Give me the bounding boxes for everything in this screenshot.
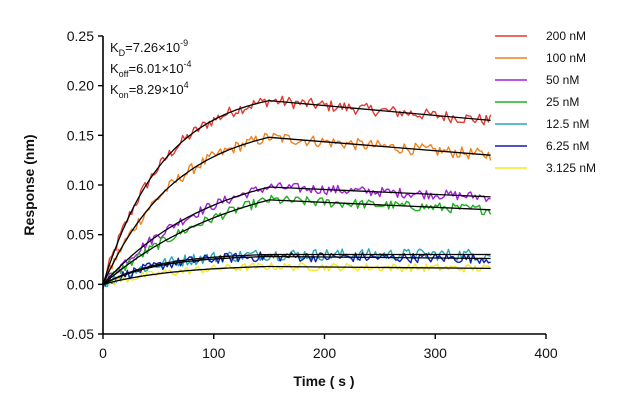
y-tick-label: 0.00 <box>67 276 94 292</box>
legend-label: 6.25 nM <box>546 139 589 153</box>
axes: -0.05 0.00 0.05 0.10 0.15 0.20 0.25 0 100 200 300 4… <box>62 28 558 361</box>
y-tick-label: 0.20 <box>67 78 94 94</box>
x-tick-label: 400 <box>534 345 558 361</box>
fit-curve-12_5-nM <box>102 253 491 285</box>
x-tick-label: 100 <box>202 345 226 361</box>
fit-curve-50-nM <box>102 186 491 285</box>
fit-curve-6_25-nM <box>102 255 491 285</box>
annotation-text: Koff=6.01×10-4 <box>110 59 191 79</box>
legend-label: 50 nM <box>546 73 579 87</box>
legend-label: 12.5 nM <box>546 117 589 131</box>
x-tick-label: 200 <box>313 345 337 361</box>
fit-curve-3_125-nM <box>102 265 491 285</box>
plot-area <box>102 95 492 290</box>
y-tick-label: -0.05 <box>62 326 94 342</box>
fit-curve-200-nM <box>102 99 491 285</box>
fit-curve-25-nM <box>102 199 491 285</box>
legend: 200 nM 100 nM 50 nM 25 nM 12.5 nM 6.25 nM 3.12… <box>495 29 596 175</box>
y-tick-label: 0.10 <box>67 177 94 193</box>
x-tick-label: 300 <box>424 345 448 361</box>
annotation-text: Kon=8.29×104 <box>110 80 189 100</box>
legend-label: 3.125 nM <box>546 161 596 175</box>
legend-label: 200 nM <box>546 29 586 43</box>
legend-label: 100 nM <box>546 51 586 65</box>
x-tick-label: 0 <box>99 345 107 361</box>
annotation-text: KD=7.26×10-9 <box>110 38 188 58</box>
series-line-25-nM <box>102 194 492 286</box>
y-axis-title: Response (nm) <box>21 134 37 235</box>
series-line-50-nM <box>102 182 491 290</box>
series-line-100-nM <box>102 132 492 288</box>
y-tick-label: 0.15 <box>67 127 94 143</box>
legend-label: 25 nM <box>546 95 579 109</box>
x-axis-title: Time ( s ) <box>293 373 354 389</box>
y-tick-label: 0.05 <box>67 227 94 243</box>
fit-curve-100-nM <box>102 136 491 285</box>
y-tick-label: 0.25 <box>67 28 94 44</box>
